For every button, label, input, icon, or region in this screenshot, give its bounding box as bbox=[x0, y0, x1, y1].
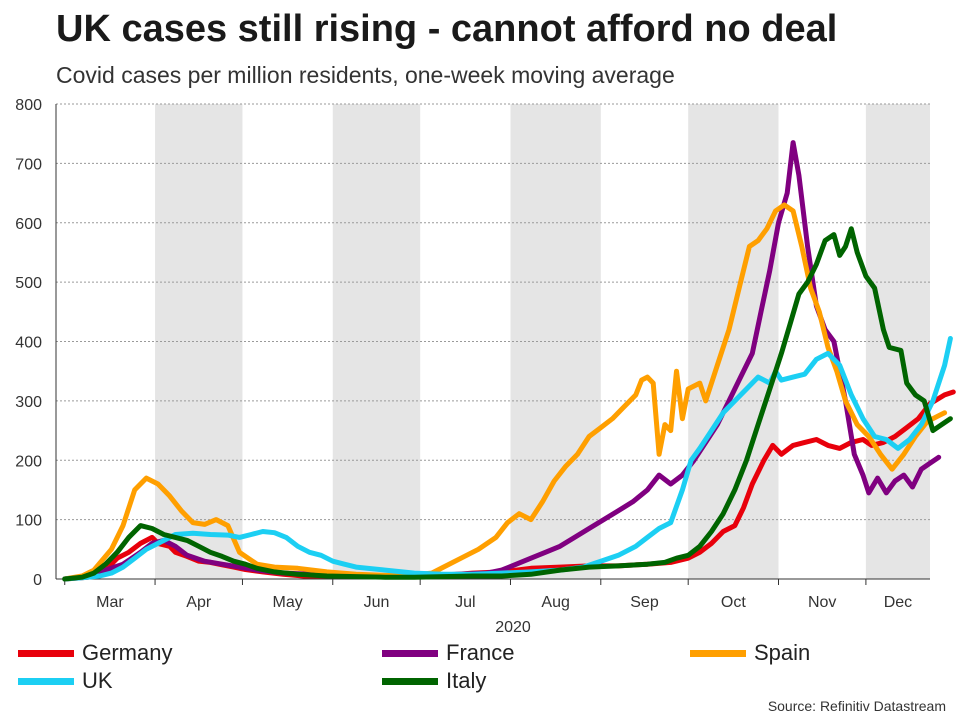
legend-item-uk: UK bbox=[18, 668, 113, 694]
y-tick-label: 600 bbox=[15, 216, 42, 233]
y-tick-label: 0 bbox=[33, 572, 42, 589]
legend-swatch-spain bbox=[690, 649, 746, 657]
x-axis-label: 2020 bbox=[495, 619, 531, 636]
legend-label-france: France bbox=[446, 640, 515, 665]
y-tick-label: 200 bbox=[15, 453, 42, 470]
y-tick-label: 100 bbox=[15, 513, 42, 530]
legend-item-italy: Italy bbox=[382, 668, 486, 694]
legend-swatch-italy bbox=[382, 677, 438, 685]
y-tick-label: 300 bbox=[15, 394, 42, 411]
series-line-spain bbox=[62, 202, 948, 582]
legend-swatch-france bbox=[382, 649, 438, 657]
x-tick-label: Apr bbox=[186, 594, 212, 611]
legend-item-germany: Germany bbox=[18, 640, 172, 666]
chart-title: UK cases still rising - cannot afford no… bbox=[56, 8, 838, 50]
x-tick-label: Sep bbox=[630, 594, 659, 611]
legend-swatch-uk bbox=[18, 677, 74, 685]
legend-item-france: France bbox=[382, 640, 514, 666]
legend-label-uk: UK bbox=[82, 668, 113, 693]
legend-item-spain: Spain bbox=[690, 640, 810, 666]
y-tick-label: 500 bbox=[15, 275, 42, 292]
legend-swatch-germany bbox=[18, 649, 74, 657]
series-line-uk bbox=[62, 336, 953, 582]
x-tick-label: Mar bbox=[96, 594, 124, 611]
chart-subtitle: Covid cases per million residents, one-w… bbox=[56, 62, 675, 88]
legend-label-italy: Italy bbox=[446, 668, 487, 693]
legend-label-spain: Spain bbox=[754, 640, 811, 665]
source-note: Source: Refinitiv Datastream bbox=[767, 698, 946, 714]
x-tick-label: Jul bbox=[455, 594, 475, 611]
series-line-italy bbox=[62, 226, 953, 582]
x-tick-label: Aug bbox=[541, 594, 569, 611]
y-tick-label: 700 bbox=[15, 156, 42, 173]
series-line-france bbox=[62, 140, 942, 582]
x-tick-label: May bbox=[272, 594, 302, 611]
y-tick-label: 400 bbox=[15, 335, 42, 352]
x-tick-label: Nov bbox=[808, 594, 836, 611]
x-tick-label: Oct bbox=[721, 594, 746, 611]
x-tick-label: Jun bbox=[364, 594, 390, 611]
x-tick-label: Dec bbox=[884, 594, 912, 611]
y-tick-label: 800 bbox=[15, 97, 42, 114]
legend-label-germany: Germany bbox=[82, 640, 173, 665]
